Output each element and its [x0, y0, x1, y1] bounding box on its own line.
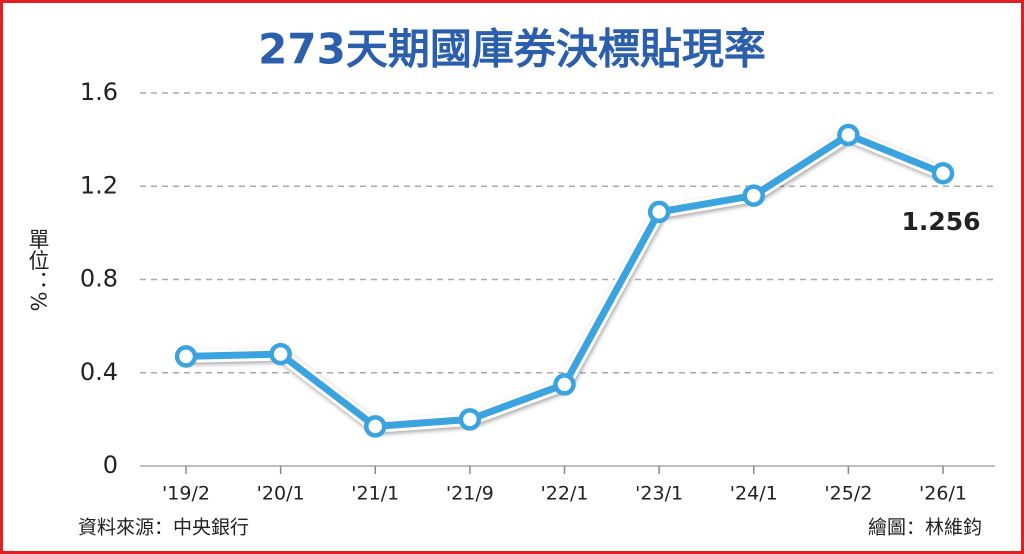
marker — [269, 342, 292, 366]
x-tick-label: '23/1 — [635, 483, 683, 505]
x-tick-label: '20/1 — [257, 483, 305, 505]
marker — [647, 200, 671, 224]
marker — [174, 345, 198, 368]
marker — [742, 184, 765, 207]
value-label: 1.256 — [901, 207, 980, 236]
y-tick-label: 0.8 — [80, 265, 118, 293]
marker — [837, 123, 860, 147]
x-tick-label: '25/2 — [824, 483, 872, 505]
x-tick-label: '26/1 — [919, 483, 967, 505]
y-tick-label: 0 — [103, 451, 118, 479]
marker — [364, 415, 387, 438]
source: 資料來源：中央銀行 — [78, 517, 249, 539]
x-tick-label: '21/9 — [446, 483, 494, 505]
chart-title: 273天期國庫券決標貼現率 — [258, 25, 766, 74]
y-tick-label: 1.2 — [80, 171, 118, 199]
marker — [931, 161, 955, 185]
x-tick-label: '19/2 — [162, 483, 210, 505]
marker — [553, 373, 576, 396]
x-tick-label: '24/1 — [730, 483, 778, 505]
credit: 繪圖：林維鈞 — [868, 517, 982, 539]
y-axis-label: 單位：% — [26, 229, 50, 312]
y-tick-label: 0.4 — [80, 358, 118, 386]
x-tick-label: '21/1 — [351, 483, 399, 505]
y-tick-label: 1.6 — [80, 78, 118, 106]
x-tick-label: '22/1 — [541, 483, 589, 505]
marker — [458, 408, 482, 431]
